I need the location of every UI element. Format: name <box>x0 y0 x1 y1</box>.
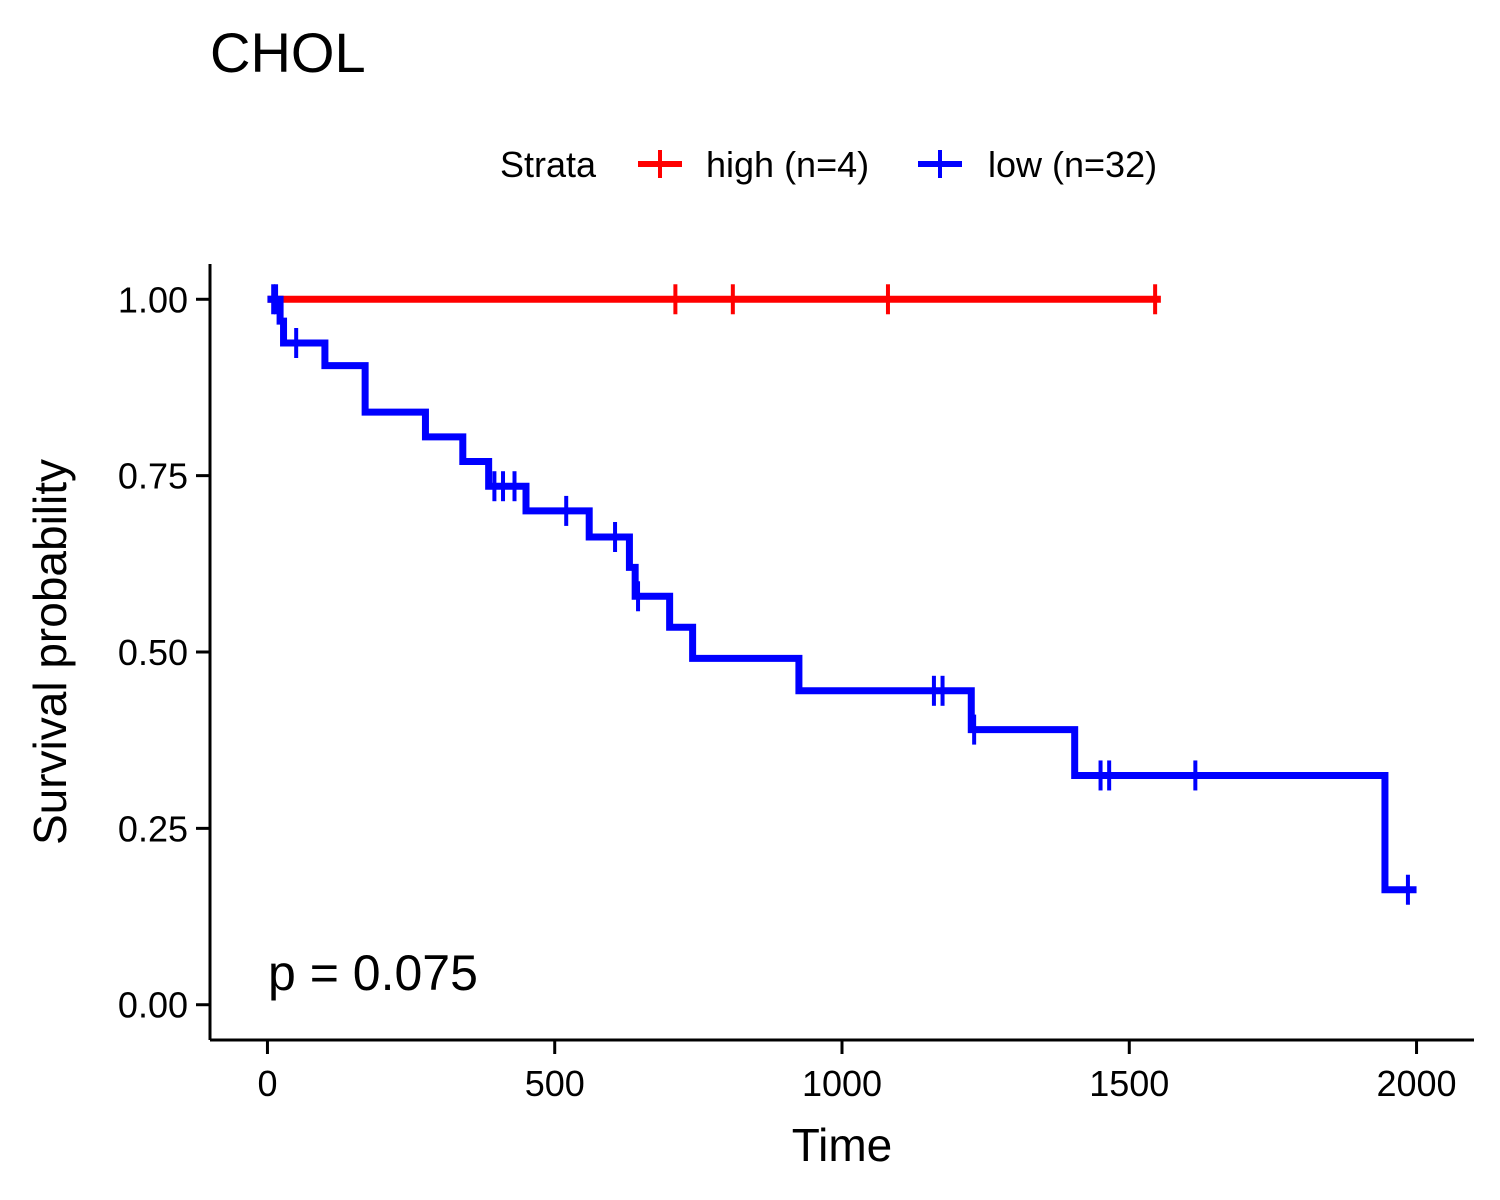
y-axis-label: Survival probability <box>24 459 76 845</box>
p-value-annotation: p = 0.075 <box>268 945 478 1001</box>
chart-title: CHOL <box>210 21 366 84</box>
series-high <box>267 284 1161 315</box>
legend: Strata high (n=4) low (n=32) <box>500 144 1157 185</box>
legend-title: Strata <box>500 144 597 185</box>
series-low <box>267 284 1417 905</box>
y-tick-label: 1.00 <box>118 279 188 320</box>
legend-label-low: low (n=32) <box>988 144 1157 185</box>
series-layer <box>267 284 1417 905</box>
y-tick-label: 0.00 <box>118 985 188 1026</box>
x-tick-label: 1000 <box>802 1063 882 1104</box>
x-tick-label: 0 <box>257 1063 277 1104</box>
axes <box>208 264 1474 1042</box>
legend-key-low <box>918 150 962 178</box>
x-tick-label: 2000 <box>1376 1063 1456 1104</box>
x-tick-label: 500 <box>525 1063 585 1104</box>
legend-label-high: high (n=4) <box>706 144 869 185</box>
legend-key-high <box>638 150 682 178</box>
x-axis-label: Time <box>792 1119 893 1171</box>
ticks: 0 500 1000 1500 2000 0.00 0.25 0.50 0.75 1.00 <box>118 279 1457 1104</box>
x-tick-label: 1500 <box>1089 1063 1169 1104</box>
y-tick-label: 0.25 <box>118 808 188 849</box>
y-tick-label: 0.75 <box>118 456 188 497</box>
survival-curve-low <box>267 295 1417 894</box>
y-tick-label: 0.50 <box>118 632 188 673</box>
